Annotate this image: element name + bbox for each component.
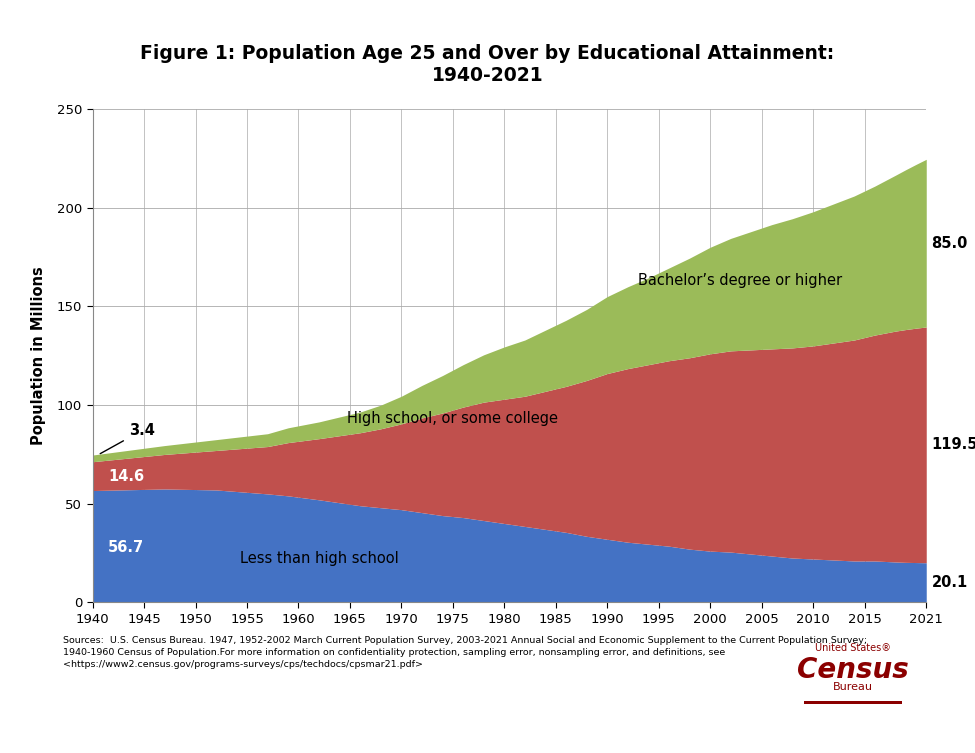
Text: 85.0: 85.0: [931, 236, 968, 251]
Text: 14.6: 14.6: [108, 468, 144, 483]
Text: Bachelor’s degree or higher: Bachelor’s degree or higher: [638, 273, 842, 288]
Text: Sources:  U.S. Census Bureau. 1947, 1952-2002 March Current Population Survey, 2: Sources: U.S. Census Bureau. 1947, 1952-…: [63, 636, 868, 669]
Text: Census: Census: [798, 656, 909, 684]
Text: 3.4: 3.4: [100, 423, 154, 454]
Text: High school, or some college: High school, or some college: [347, 411, 559, 426]
Y-axis label: Population in Millions: Population in Millions: [31, 267, 46, 445]
Text: United States®: United States®: [815, 642, 891, 653]
Text: Figure 1: Population Age 25 and Over by Educational Attainment:
1940-2021: Figure 1: Population Age 25 and Over by …: [140, 44, 835, 84]
Text: Less than high school: Less than high school: [240, 551, 399, 566]
Text: 20.1: 20.1: [931, 575, 967, 590]
Text: 56.7: 56.7: [108, 540, 144, 555]
Text: Bureau: Bureau: [833, 681, 874, 692]
Text: 119.5: 119.5: [931, 437, 975, 453]
